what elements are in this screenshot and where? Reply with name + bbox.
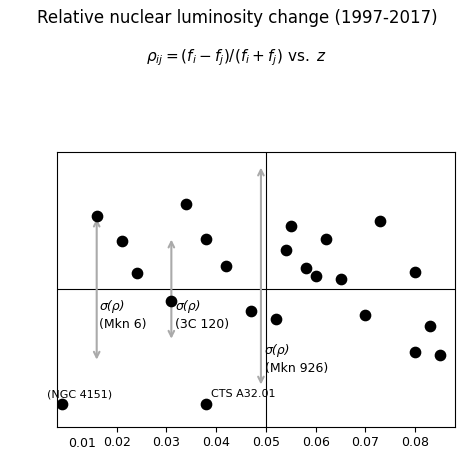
- Text: σ(ρ): σ(ρ): [99, 300, 125, 313]
- Text: $\rho_{ij} = (f_i - f_j)/(f_i + f_j)\ \mathrm{vs.}\ z$: $\rho_{ij} = (f_i - f_j)/(f_i + f_j)\ \m…: [146, 47, 328, 68]
- Text: σ(ρ): σ(ρ): [265, 344, 291, 357]
- Text: (Mkn 926): (Mkn 926): [265, 363, 328, 375]
- Point: [426, 322, 434, 329]
- Point: [202, 236, 210, 243]
- Text: (3C 120): (3C 120): [175, 318, 229, 331]
- Point: [202, 401, 210, 408]
- Point: [312, 272, 319, 280]
- Point: [411, 268, 419, 276]
- Point: [282, 246, 290, 254]
- Point: [362, 311, 369, 319]
- Point: [376, 217, 384, 225]
- Point: [133, 270, 140, 277]
- Point: [247, 308, 255, 315]
- Text: (Mkn 6): (Mkn 6): [99, 318, 146, 331]
- Point: [118, 237, 125, 245]
- Text: CTS A32.01: CTS A32.01: [211, 389, 276, 399]
- Point: [436, 351, 444, 358]
- Point: [337, 275, 344, 283]
- Point: [272, 316, 280, 323]
- Point: [222, 262, 230, 269]
- Point: [182, 200, 190, 208]
- Text: σ(ρ): σ(ρ): [175, 300, 201, 313]
- Point: [302, 264, 310, 272]
- Point: [287, 222, 294, 230]
- Point: [58, 401, 65, 408]
- Point: [93, 212, 100, 219]
- Point: [322, 236, 329, 243]
- Text: (NGC 4151): (NGC 4151): [47, 389, 112, 399]
- Point: [411, 348, 419, 356]
- Text: 0.01: 0.01: [68, 437, 96, 450]
- Point: [168, 297, 175, 305]
- Text: Relative nuclear luminosity change (1997-2017): Relative nuclear luminosity change (1997…: [36, 9, 438, 27]
